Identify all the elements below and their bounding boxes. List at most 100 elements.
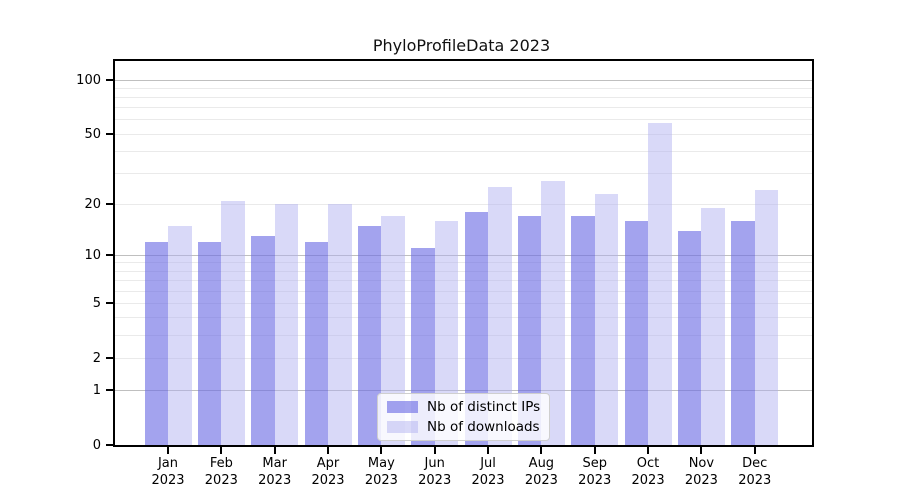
x-tick-mark bbox=[487, 447, 490, 454]
x-tick-month: May bbox=[367, 456, 395, 471]
bar-downloads bbox=[754, 190, 779, 445]
x-tick-label: Nov 2023 bbox=[671, 455, 731, 489]
x-tick-month: Mar bbox=[262, 456, 287, 471]
y-tick-label: 5 bbox=[92, 295, 101, 311]
bar-distinct-ips bbox=[517, 216, 542, 445]
x-tick-mark bbox=[753, 447, 756, 454]
bar-downloads bbox=[701, 208, 725, 445]
x-tick-month: Jan bbox=[157, 456, 179, 471]
x-tick-label: Oct 2023 bbox=[618, 455, 678, 489]
gridline-minor bbox=[115, 290, 812, 292]
y-tick-mark bbox=[106, 203, 113, 206]
y-tick-label: 50 bbox=[84, 126, 101, 142]
y-tick-label: 2 bbox=[92, 350, 101, 366]
x-tick-mark bbox=[220, 447, 223, 454]
x-tick-year: 2023 bbox=[684, 473, 718, 488]
x-tick-label: Sep 2023 bbox=[565, 455, 625, 489]
bar-downloads bbox=[594, 193, 619, 445]
bar-downloads bbox=[541, 181, 565, 445]
x-tick-label: Apr 2023 bbox=[298, 455, 358, 489]
bar-downloads bbox=[328, 204, 352, 445]
gridline-major bbox=[115, 254, 812, 256]
gridline-minor bbox=[115, 133, 812, 135]
bar-distinct-ips bbox=[304, 242, 329, 445]
y-tick-mark bbox=[106, 133, 113, 136]
bar-downloads bbox=[648, 122, 672, 445]
gridline-minor bbox=[115, 270, 812, 272]
bar-downloads bbox=[381, 216, 405, 445]
gridline-minor bbox=[115, 150, 812, 152]
bar-distinct-ips bbox=[251, 236, 275, 445]
bar-distinct-ips bbox=[144, 242, 168, 445]
bar-distinct-ips bbox=[357, 225, 382, 445]
x-tick-year: 2023 bbox=[631, 473, 665, 488]
bar-downloads bbox=[434, 220, 459, 445]
y-tick-label: 0 bbox=[92, 437, 101, 453]
x-tick-month: Feb bbox=[209, 456, 233, 471]
gridline-minor bbox=[115, 107, 812, 109]
y-tick-label: 10 bbox=[84, 247, 101, 263]
x-tick-mark bbox=[273, 447, 276, 454]
x-tick-month: Sep bbox=[582, 456, 607, 471]
x-tick-label: Feb 2023 bbox=[191, 455, 251, 489]
x-tick-mark bbox=[433, 447, 436, 454]
x-tick-label: Mar 2023 bbox=[245, 455, 305, 489]
x-tick-mark bbox=[167, 447, 169, 454]
x-tick-label: Aug 2023 bbox=[511, 455, 571, 489]
chart-title: PhyloProfileData 2023 bbox=[372, 36, 551, 55]
gridline-minor bbox=[115, 119, 812, 121]
x-tick-month: Nov bbox=[688, 456, 715, 471]
y-tick-mark bbox=[106, 389, 113, 392]
gridline-minor bbox=[115, 334, 812, 336]
gridline-minor bbox=[115, 87, 812, 89]
x-tick-mark bbox=[647, 447, 650, 454]
x-tick-label: Jun 2023 bbox=[405, 455, 465, 489]
gridline-major bbox=[115, 389, 812, 391]
x-tick-year: 2023 bbox=[524, 473, 558, 488]
x-tick-year: 2023 bbox=[151, 473, 185, 488]
gridline-minor bbox=[115, 262, 812, 264]
x-tick-mark bbox=[327, 447, 330, 454]
y-tick-mark bbox=[106, 357, 113, 360]
x-tick-month: Jun bbox=[424, 456, 445, 471]
bar-downloads bbox=[221, 200, 245, 445]
bar-distinct-ips bbox=[464, 212, 489, 445]
legend-swatch-distinct-ips bbox=[387, 401, 418, 413]
x-tick-mark bbox=[593, 447, 596, 454]
legend-box: Nb of distinct IPs Nb of downloads bbox=[377, 393, 551, 441]
x-tick-year: 2023 bbox=[364, 473, 398, 488]
x-tick-month: Oct bbox=[636, 456, 660, 471]
legend-item-distinct-ips: Nb of distinct IPs bbox=[387, 399, 540, 415]
bar-downloads bbox=[168, 225, 192, 445]
x-tick-year: 2023 bbox=[311, 473, 345, 488]
x-tick-month: Apr bbox=[316, 456, 340, 471]
y-tick-label: 100 bbox=[76, 72, 101, 88]
y-tick-mark bbox=[106, 444, 113, 446]
x-tick-mark bbox=[540, 447, 543, 454]
gridline-major bbox=[115, 79, 812, 81]
bar-distinct-ips bbox=[731, 220, 755, 445]
gridline-minor bbox=[115, 357, 812, 359]
x-tick-label: Jan 2023 bbox=[138, 455, 198, 489]
legend-swatch-downloads bbox=[387, 421, 418, 433]
x-tick-year: 2023 bbox=[578, 473, 612, 488]
gridline-minor bbox=[115, 172, 812, 174]
y-tick-label: 20 bbox=[84, 196, 101, 212]
y-tick-mark bbox=[106, 254, 113, 257]
x-tick-year: 2023 bbox=[204, 473, 238, 488]
gridline-minor bbox=[115, 302, 812, 304]
bar-downloads bbox=[488, 187, 512, 445]
gridline-minor bbox=[115, 96, 812, 98]
x-tick-year: 2023 bbox=[258, 473, 292, 488]
gridline-minor bbox=[115, 203, 812, 205]
x-tick-year: 2023 bbox=[418, 473, 452, 488]
x-tick-label: Jul 2023 bbox=[458, 455, 518, 489]
y-tick-mark bbox=[106, 302, 113, 305]
legend-item-downloads: Nb of downloads bbox=[387, 419, 540, 435]
bar-distinct-ips bbox=[197, 242, 222, 445]
legend-label-downloads: Nb of downloads bbox=[427, 419, 540, 435]
y-tick-label: 1 bbox=[92, 382, 101, 398]
x-tick-label: May 2023 bbox=[351, 455, 411, 489]
x-tick-month: Aug bbox=[528, 456, 555, 471]
